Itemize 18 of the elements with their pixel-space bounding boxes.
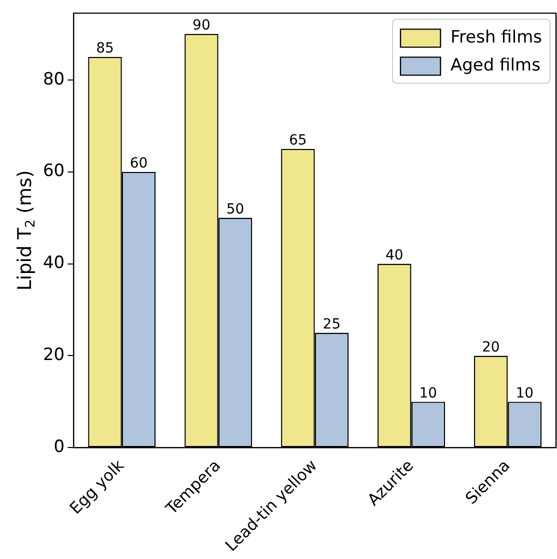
y-tick-label: 80 xyxy=(42,69,65,90)
legend-label: Fresh films xyxy=(450,28,542,48)
y-tick-label: 60 xyxy=(42,161,65,182)
data-label: 25 xyxy=(322,316,341,332)
data-label: 10 xyxy=(419,385,438,402)
data-label: 40 xyxy=(385,247,404,264)
y-tick-label: 20 xyxy=(42,345,65,366)
data-label: 10 xyxy=(516,385,534,402)
y-tick-label: 40 xyxy=(42,253,65,274)
y-tick-label: 0 xyxy=(54,437,65,458)
legend-label: Aged films xyxy=(450,56,541,76)
data-label: 50 xyxy=(226,201,244,218)
data-label: 65 xyxy=(289,132,307,148)
data-label: 90 xyxy=(192,18,210,34)
data-label: 20 xyxy=(482,339,500,356)
data-label: 85 xyxy=(96,40,114,57)
y-axis-title: Lipid T2 (ms) xyxy=(14,170,38,291)
data-label: 60 xyxy=(130,155,148,172)
